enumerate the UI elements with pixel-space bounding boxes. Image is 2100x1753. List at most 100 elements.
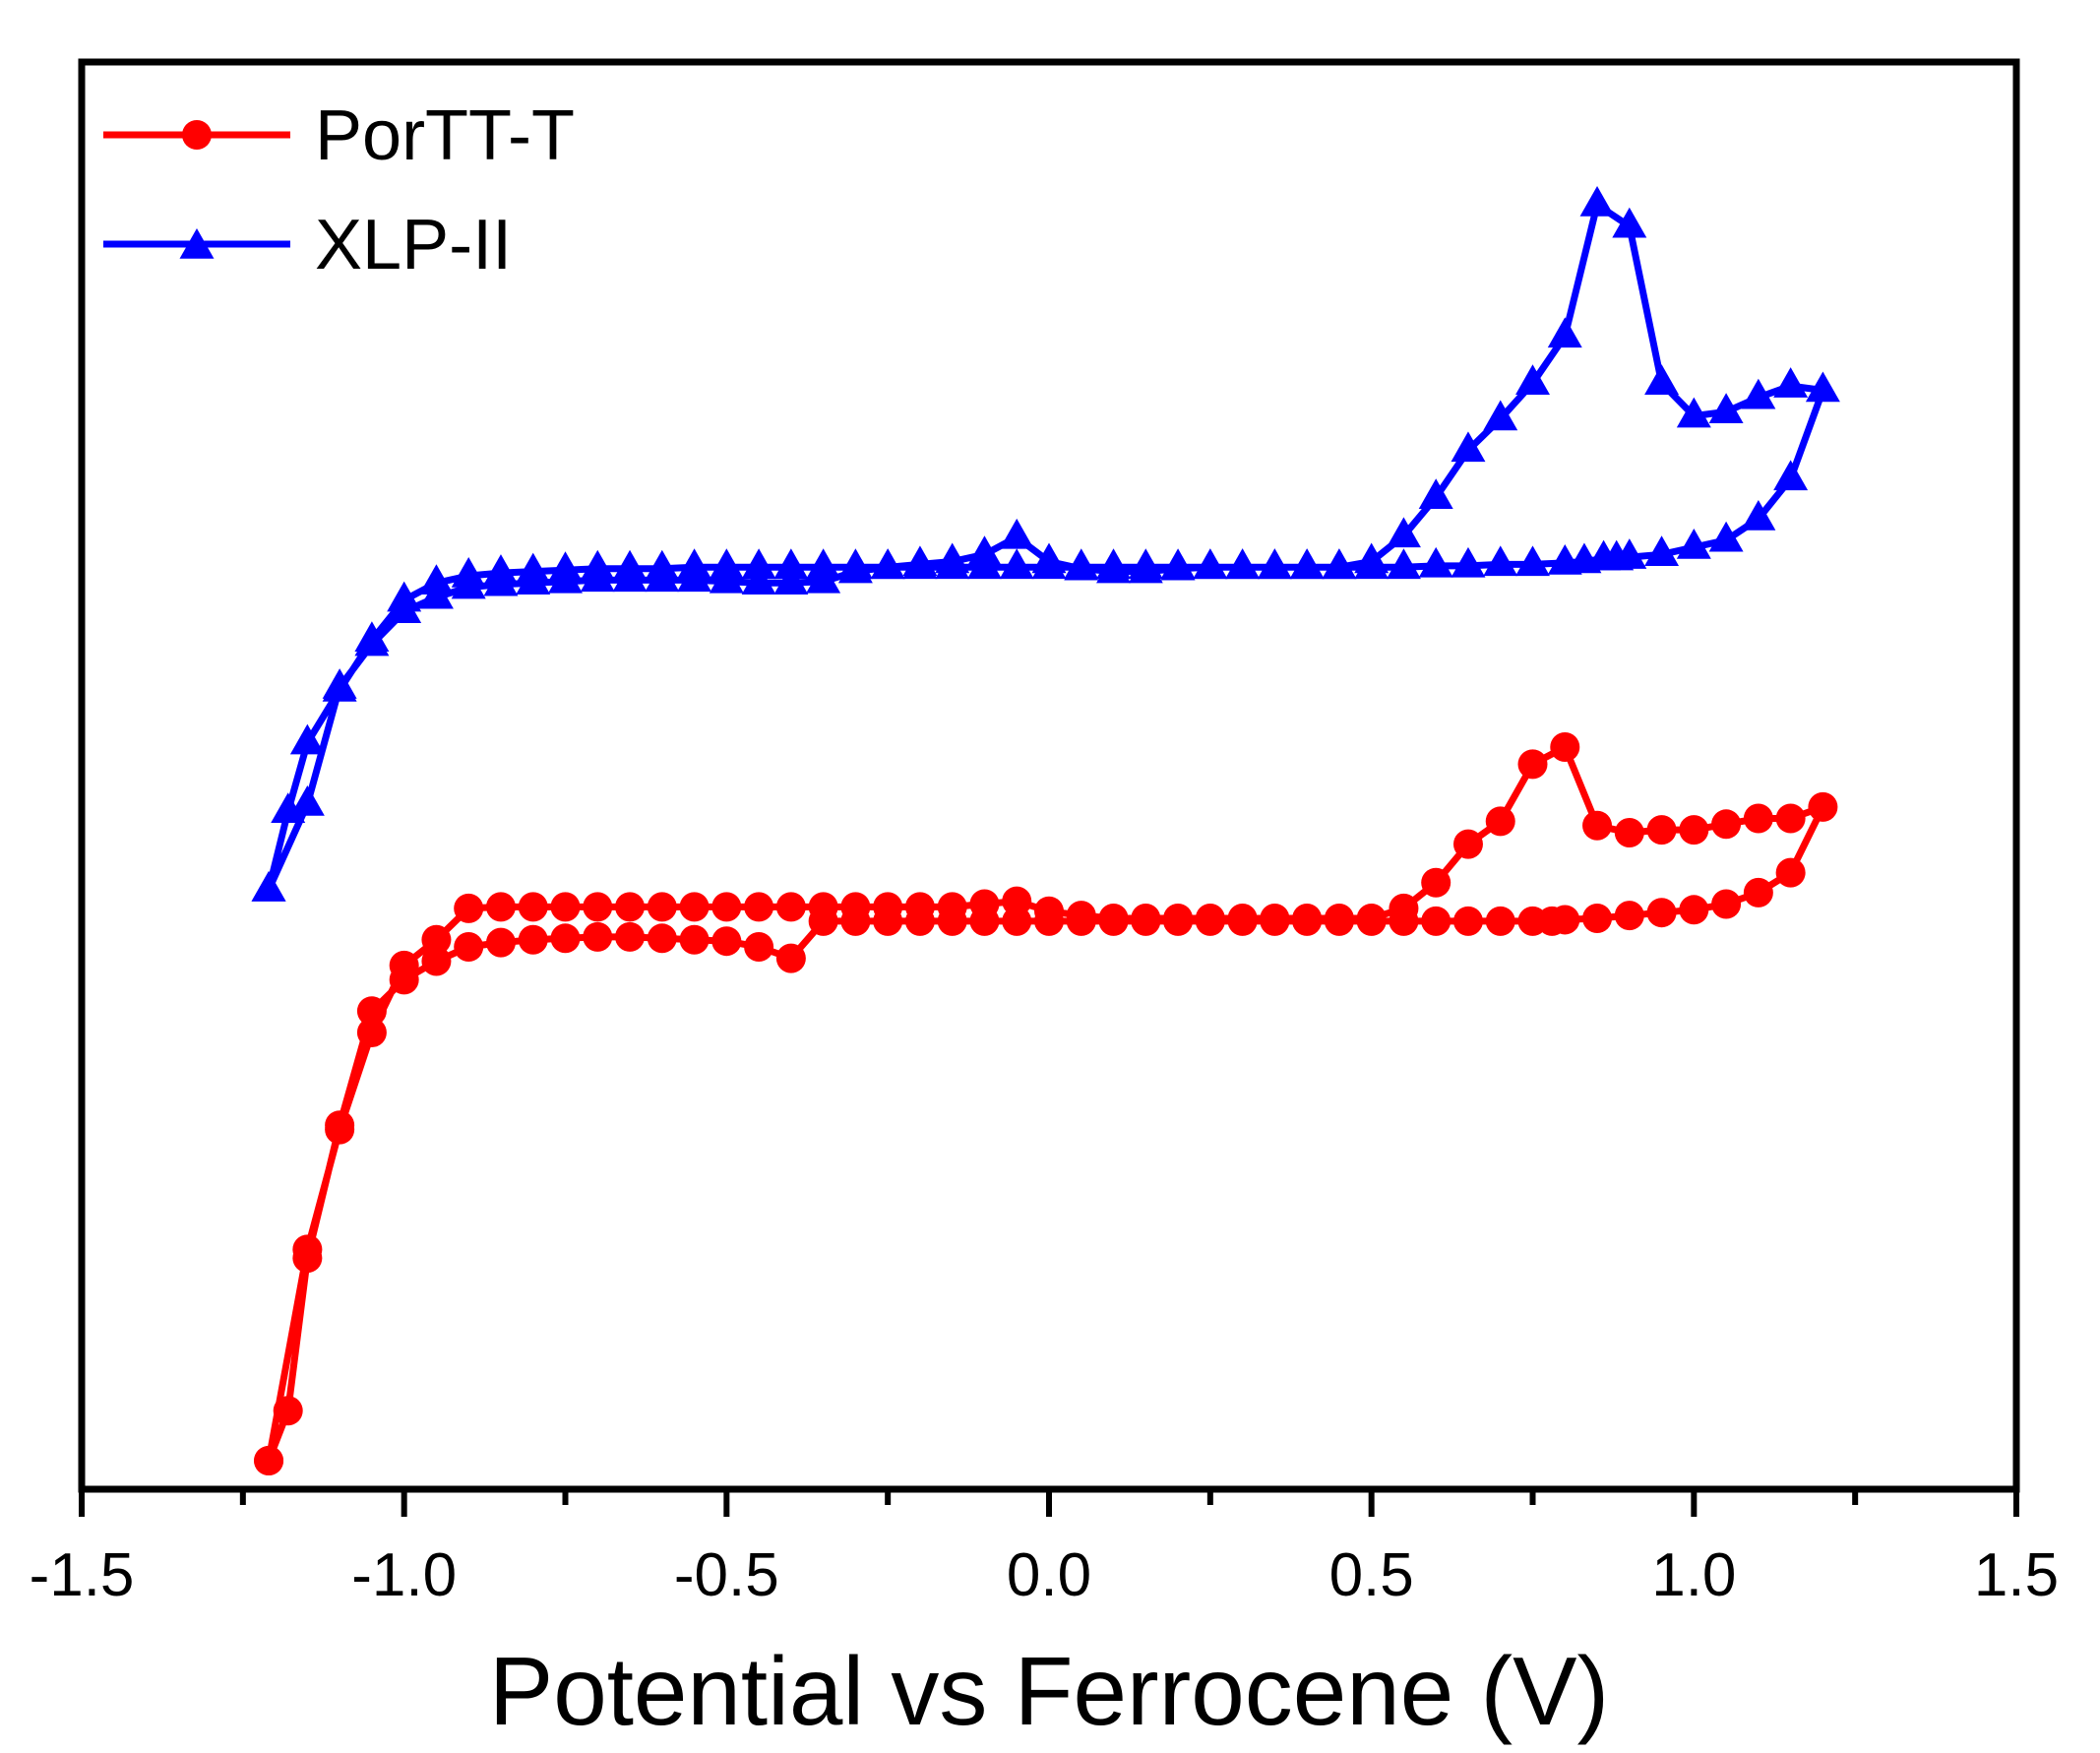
data-point-portt-t: [1808, 791, 1838, 822]
data-point-portt-t: [1582, 810, 1613, 841]
x-tick-label: -1.5: [30, 1541, 135, 1609]
data-point-portt-t: [1679, 815, 1709, 845]
data-point-portt-t: [647, 892, 677, 922]
data-point-portt-t: [550, 923, 581, 954]
series-xlp-ii: [251, 186, 1840, 902]
data-point-xlp-ii: [1515, 364, 1550, 396]
data-point-portt-t: [254, 1446, 284, 1475]
data-point-portt-t: [583, 921, 613, 952]
data-point-xlp-ii: [1773, 367, 1809, 398]
legend-marker: [179, 228, 215, 259]
data-point-portt-t: [775, 892, 806, 922]
data-point-xlp-ii: [645, 561, 680, 593]
data-point-portt-t: [615, 892, 646, 922]
data-point-portt-t: [1098, 904, 1129, 933]
data-point-portt-t: [1163, 904, 1194, 933]
data-point-portt-t: [969, 889, 1000, 919]
data-point-xlp-ii: [289, 785, 325, 816]
data-point-xlp-ii: [1773, 460, 1809, 491]
data-point-xlp-ii: [548, 562, 583, 594]
data-point-xlp-ii: [1418, 546, 1453, 578]
data-point-xlp-ii: [966, 535, 1002, 567]
data-point-portt-t: [775, 943, 806, 973]
data-point-portt-t: [1550, 732, 1580, 762]
data-point-xlp-ii: [902, 545, 938, 577]
data-point-portt-t: [583, 892, 613, 922]
data-point-xlp-ii: [1483, 400, 1518, 431]
data-point-xlp-ii: [1579, 186, 1615, 217]
data-point-xlp-ii: [1612, 207, 1647, 238]
data-point-portt-t: [615, 921, 646, 952]
x-tick-label: 0.5: [1329, 1541, 1414, 1609]
data-point-portt-t: [1743, 877, 1773, 908]
data-point-portt-t: [356, 1018, 387, 1047]
data-point-xlp-ii: [709, 562, 744, 594]
data-point-xlp-ii: [1128, 552, 1163, 584]
data-point-xlp-ii: [999, 548, 1034, 580]
legend-marker: [182, 120, 212, 150]
data-point-xlp-ii: [870, 548, 905, 580]
data-point-xlp-ii: [1193, 548, 1228, 580]
legend-item-portt-t: PorTT-T: [103, 96, 575, 175]
data-point-portt-t: [325, 1114, 355, 1145]
data-point-portt-t: [1775, 803, 1806, 834]
data-point-portt-t: [873, 892, 903, 922]
data-point-xlp-ii: [1805, 371, 1840, 403]
data-point-portt-t: [1485, 806, 1515, 837]
data-point-portt-t: [840, 892, 871, 922]
data-point-portt-t: [1227, 904, 1258, 933]
legend-label: PorTT-T: [315, 96, 575, 175]
data-point-xlp-ii: [1386, 548, 1421, 580]
data-point-xlp-ii: [1451, 431, 1486, 463]
data-point-xlp-ii: [806, 562, 841, 594]
data-point-xlp-ii: [1676, 529, 1711, 559]
data-point-xlp-ii: [387, 593, 422, 624]
data-point-portt-t: [454, 893, 484, 923]
data-point-portt-t: [1421, 867, 1451, 898]
data-point-xlp-ii: [1096, 552, 1132, 584]
data-point-xlp-ii: [1612, 538, 1647, 569]
data-point-xlp-ii: [1225, 548, 1261, 580]
data-point-xlp-ii: [1418, 478, 1453, 510]
data-point-xlp-ii: [1064, 549, 1099, 581]
x-axis: -1.5 -1.0 -0.5 0.0 0.5 1.0 1.5: [30, 1489, 2059, 1609]
data-point-portt-t: [1421, 906, 1451, 936]
data-point-portt-t: [679, 892, 710, 922]
data-point-portt-t: [711, 926, 742, 957]
data-point-xlp-ii: [580, 561, 615, 593]
data-point-xlp-ii: [1289, 548, 1325, 580]
data-point-portt-t: [1711, 809, 1742, 840]
x-tick-label: 1.5: [1974, 1541, 2059, 1609]
data-point-portt-t: [679, 924, 710, 955]
data-point-xlp-ii: [741, 564, 776, 595]
data-point-xlp-ii: [1031, 542, 1067, 574]
data-point-portt-t: [1324, 904, 1354, 933]
data-point-xlp-ii: [677, 561, 712, 593]
data-point-xlp-ii: [1451, 546, 1486, 578]
data-point-xlp-ii: [1160, 549, 1196, 581]
x-tick-label: 0.0: [1007, 1541, 1091, 1609]
data-point-portt-t: [1775, 857, 1806, 888]
data-point-portt-t: [1452, 829, 1483, 859]
data-point-portt-t: [1646, 898, 1677, 928]
data-point-portt-t: [1260, 904, 1290, 933]
data-point-portt-t: [421, 946, 452, 976]
data-point-portt-t: [356, 996, 387, 1027]
data-point-xlp-ii: [354, 625, 390, 657]
data-point-xlp-ii: [1644, 535, 1680, 567]
series-line-xlp-ii: [265, 201, 1826, 894]
data-point-xlp-ii: [322, 668, 357, 699]
data-point-portt-t: [292, 1234, 323, 1265]
data-point-portt-t: [1614, 818, 1644, 847]
data-point-xlp-ii: [1676, 397, 1711, 428]
data-point-portt-t: [389, 950, 419, 980]
data-point-portt-t: [1002, 886, 1032, 916]
data-point-portt-t: [1034, 896, 1064, 926]
legend: PorTT-T XLP-II: [103, 96, 575, 284]
data-point-xlp-ii: [1483, 545, 1518, 577]
x-tick-label: 1.0: [1651, 1541, 1736, 1609]
data-point-portt-t: [1066, 901, 1096, 931]
data-point-portt-t: [1389, 893, 1419, 923]
data-point-portt-t: [1679, 895, 1709, 925]
